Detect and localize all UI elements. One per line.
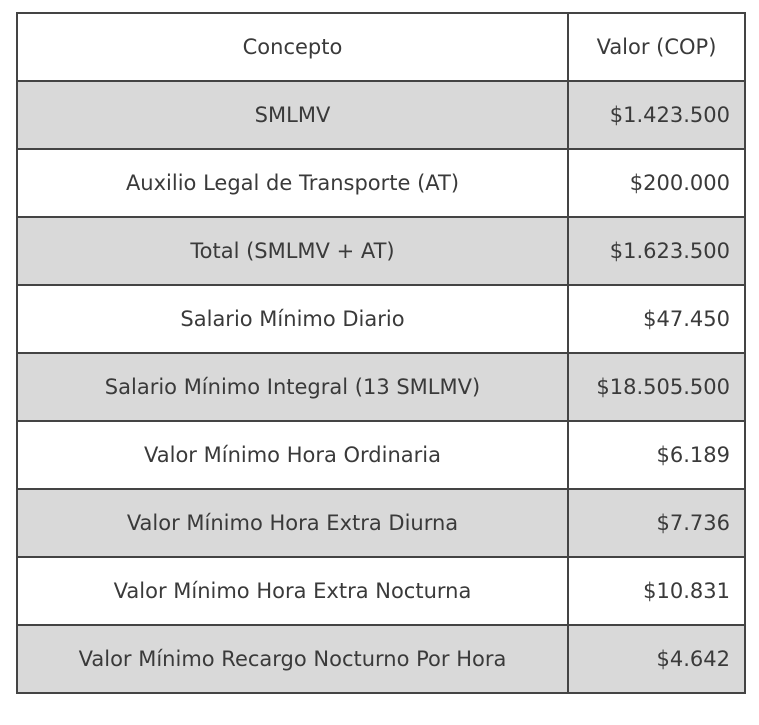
table-row: Total (SMLMV + AT) $1.623.500 <box>16 216 746 286</box>
concept-cell: Salario Mínimo Integral (13 SMLMV) <box>16 352 569 422</box>
concept-cell: Salario Mínimo Diario <box>16 284 569 354</box>
concept-cell: Valor Mínimo Hora Extra Diurna <box>16 488 569 558</box>
concept-cell: Total (SMLMV + AT) <box>16 216 569 286</box>
table-row: Valor Mínimo Hora Extra Diurna $7.736 <box>16 488 746 558</box>
table-row: Salario Mínimo Integral (13 SMLMV) $18.50… <box>16 352 746 422</box>
table-row: Salario Mínimo Diario $47.450 <box>16 284 746 354</box>
value-cell: $7.736 <box>567 488 746 558</box>
concept-cell: SMLMV <box>16 80 569 150</box>
value-cell: $200.000 <box>567 148 746 218</box>
table-row: Auxilio Legal de Transporte (AT) $200.000 <box>16 148 746 218</box>
value-cell: $4.642 <box>567 624 746 694</box>
table-row: Valor Mínimo Recargo Nocturno Por Hora $4… <box>16 624 746 694</box>
value-cell: $1.423.500 <box>567 80 746 150</box>
value-cell: $6.189 <box>567 420 746 490</box>
value-cell: $10.831 <box>567 556 746 626</box>
concept-cell: Auxilio Legal de Transporte (AT) <box>16 148 569 218</box>
header-row: Concepto Valor (COP) <box>16 12 746 82</box>
table-row: Valor Mínimo Hora Ordinaria $6.189 <box>16 420 746 490</box>
table-row: SMLMV $1.423.500 <box>16 80 746 150</box>
value-cell: $47.450 <box>567 284 746 354</box>
salary-table: Concepto Valor (COP) SMLMV $1.423.500 Auxi… <box>16 12 746 694</box>
table-row: Valor Mínimo Hora Extra Nocturna $10.831 <box>16 556 746 626</box>
value-cell: $1.623.500 <box>567 216 746 286</box>
concept-cell: Valor Mínimo Recargo Nocturno Por Hora <box>16 624 569 694</box>
header-concepto: Concepto <box>16 12 569 82</box>
concept-cell: Valor Mínimo Hora Ordinaria <box>16 420 569 490</box>
header-valor: Valor (COP) <box>567 12 746 82</box>
value-cell: $18.505.500 <box>567 352 746 422</box>
concept-cell: Valor Mínimo Hora Extra Nocturna <box>16 556 569 626</box>
